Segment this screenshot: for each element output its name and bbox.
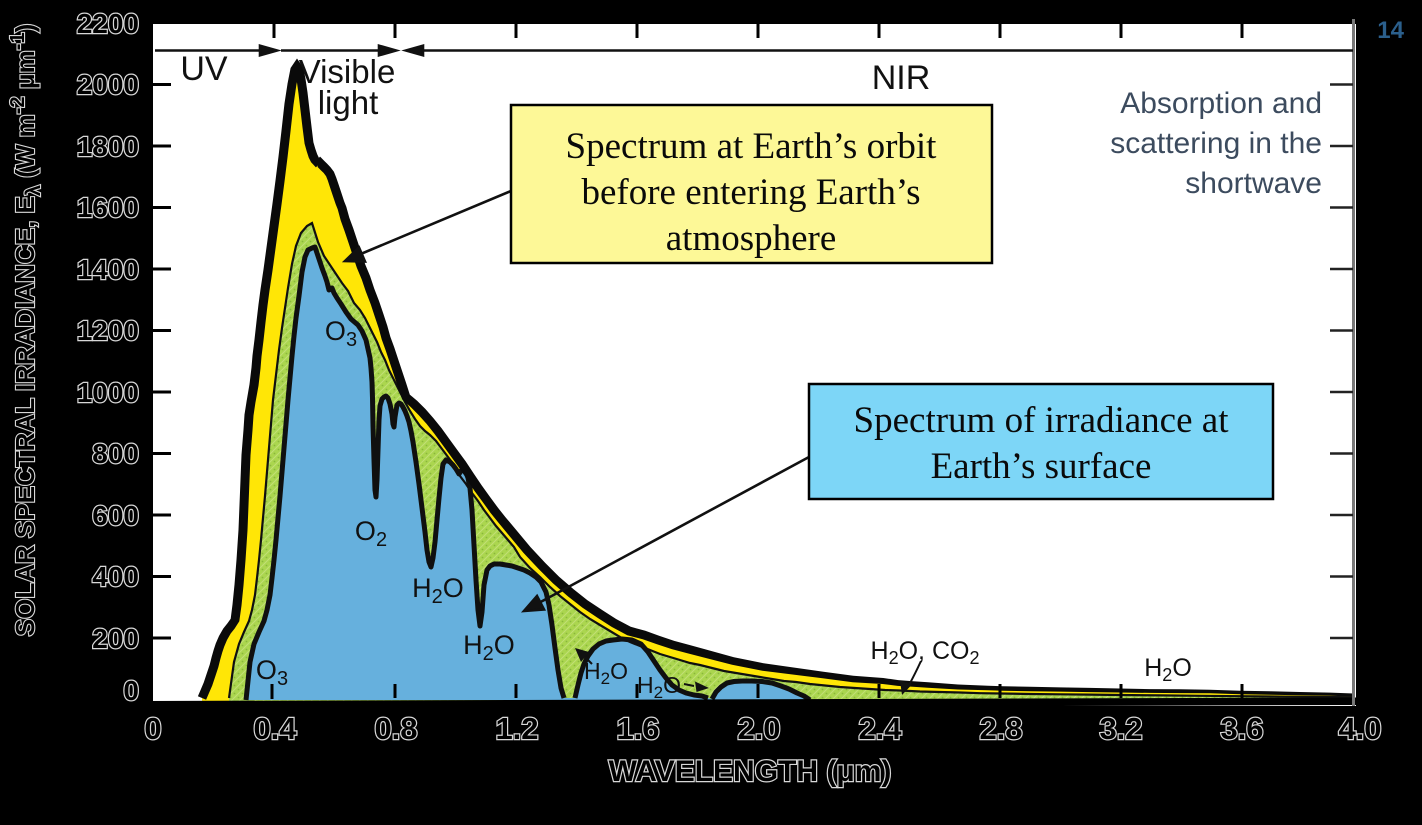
svg-text:200: 200: [92, 623, 139, 654]
svg-text:Visible: Visible: [299, 53, 396, 90]
svg-text:before entering Earth’s: before entering Earth’s: [581, 172, 920, 213]
svg-text:600: 600: [92, 500, 139, 531]
svg-text:Earth’s surface: Earth’s surface: [931, 446, 1152, 487]
svg-text:3.2: 3.2: [1099, 711, 1142, 746]
svg-text:NIR: NIR: [872, 59, 931, 97]
svg-text:Spectrum at Earth’s orbit: Spectrum at Earth’s orbit: [566, 126, 938, 167]
svg-text:2.8: 2.8: [979, 711, 1022, 746]
svg-text:0.8: 0.8: [374, 711, 417, 746]
svg-text:light: light: [318, 84, 379, 121]
svg-text:1400: 1400: [77, 254, 139, 285]
svg-text:Absorption and: Absorption and: [1120, 87, 1322, 120]
svg-text:1200: 1200: [77, 315, 139, 346]
svg-text:1800: 1800: [77, 131, 139, 162]
svg-text:H2O, CO2: H2O, CO2: [871, 637, 980, 668]
svg-text:400: 400: [92, 561, 139, 592]
svg-text:1000: 1000: [77, 377, 139, 408]
svg-text:shortwave: shortwave: [1185, 167, 1322, 200]
svg-text:scattering in the: scattering in the: [1110, 127, 1322, 160]
svg-text:Spectrum of irradiance at: Spectrum of irradiance at: [854, 400, 1230, 441]
svg-text:atmosphere: atmosphere: [666, 218, 837, 259]
svg-text:1.6: 1.6: [616, 711, 659, 746]
svg-text:2200: 2200: [77, 8, 139, 39]
svg-text:1600: 1600: [77, 192, 139, 223]
svg-text:0: 0: [144, 711, 161, 746]
svg-text:0.4: 0.4: [253, 711, 297, 746]
svg-text:H2O: H2O: [412, 573, 464, 608]
svg-text:UV: UV: [180, 50, 228, 88]
svg-text:2.4: 2.4: [858, 711, 902, 746]
svg-text:4.0: 4.0: [1338, 711, 1381, 746]
svg-text:1.2: 1.2: [495, 711, 538, 746]
svg-text:800: 800: [92, 438, 139, 469]
svg-text:14: 14: [1377, 17, 1404, 44]
svg-text:0: 0: [123, 675, 139, 706]
svg-text:2.0: 2.0: [737, 711, 780, 746]
svg-text:SOLAR SPECTRAL IRRADIANCE, Eλ: SOLAR SPECTRAL IRRADIANCE, Eλ (W m-2 μm-…: [7, 24, 45, 637]
svg-text:3.6: 3.6: [1220, 711, 1263, 746]
svg-text:2000: 2000: [77, 69, 139, 100]
svg-text:WAVELENGTH (μm): WAVELENGTH (μm): [609, 755, 892, 788]
svg-text:H2O: H2O: [463, 630, 515, 665]
